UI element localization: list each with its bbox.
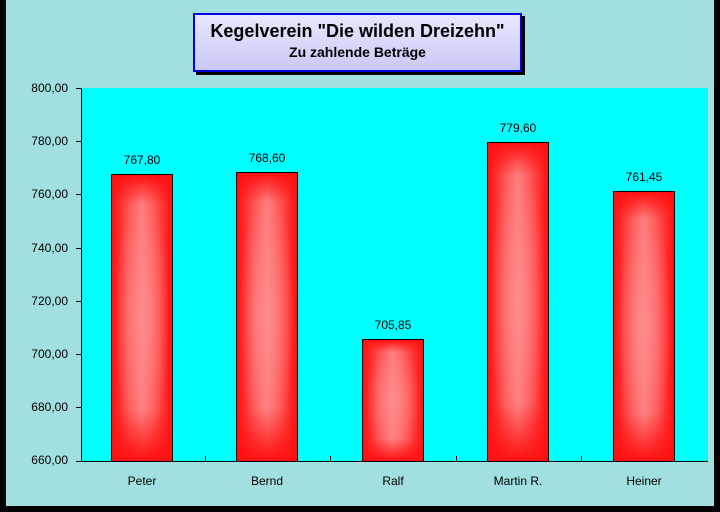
y-tick [76,354,81,355]
chart-title-box: Kegelverein "Die wilden Dreizehn" Zu zah… [193,13,522,72]
y-tick-label: 740,00 [31,241,68,255]
category-label: Heiner [626,474,662,488]
bar-heiner [613,191,675,462]
y-tick-label: 700,00 [31,347,68,361]
value-label: 761,45 [625,170,663,184]
y-tick [76,141,81,142]
category-label: Ralf [382,474,404,488]
y-tick-label: 800,00 [31,81,68,95]
y-tick [76,248,81,249]
y-tick-label: 780,00 [31,134,68,148]
value-label: 768,60 [248,151,286,165]
y-tick [76,301,81,302]
x-tick [330,456,331,461]
category-label: Bernd [250,474,284,488]
y-tick-label: 660,00 [31,453,68,467]
bar-peter [111,174,173,462]
value-label: 767,80 [123,153,161,167]
value-label: 779,60 [499,121,537,135]
chart-subtitle: Zu zahlende Beträge [289,44,426,60]
bar-ralf [362,339,424,462]
y-tick [76,461,81,462]
chart-title: Kegelverein "Die wilden Dreizehn" [210,21,505,41]
y-tick [76,88,81,89]
category-label: Martin R. [493,474,543,488]
y-tick-label: 720,00 [31,294,68,308]
y-tick [76,194,81,195]
value-label: 705,85 [374,318,412,332]
x-tick [205,456,206,461]
category-label: Peter [127,474,157,488]
bar-martin [487,142,549,462]
bar-bernd [236,172,298,462]
y-tick-label: 760,00 [31,187,68,201]
y-tick [76,407,81,408]
y-tick-label: 680,00 [31,400,68,414]
x-tick [456,456,457,461]
x-tick [581,456,582,461]
